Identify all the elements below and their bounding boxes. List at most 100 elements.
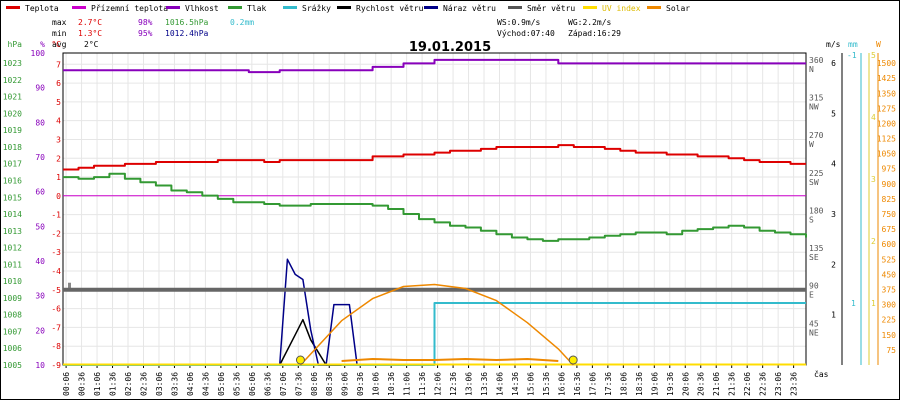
legend-label-prizemni: Přízemní teplota bbox=[91, 4, 168, 13]
axis-tick-time: 15:06 bbox=[526, 372, 535, 396]
axis-tick-time: 02:06 bbox=[124, 372, 133, 396]
axis-tick-temp: -6 bbox=[51, 305, 61, 314]
legend-swatch-teplota bbox=[6, 6, 20, 9]
stats-min-temp: 1.3°C bbox=[78, 29, 102, 38]
stats-max-hum: 98% bbox=[138, 18, 153, 27]
series-n-raz-v-tru bbox=[278, 258, 358, 366]
axis-tick-time: 12:06 bbox=[434, 372, 443, 396]
axis-tick-time: 02:36 bbox=[139, 372, 148, 396]
axis-tick-temp: 0 bbox=[56, 192, 61, 201]
axis-tick-temp: 5 bbox=[56, 98, 61, 107]
axis-tick-w: 75 bbox=[886, 346, 896, 355]
axis-unit-hpa: hPa bbox=[8, 40, 23, 49]
axis-tick-time: 06:36 bbox=[263, 372, 272, 396]
stats-min-hum: 95% bbox=[138, 29, 153, 38]
legend-swatch-tlak bbox=[228, 6, 242, 9]
axis-tick-w: 600 bbox=[882, 240, 897, 249]
axis-tick-dir: 360 bbox=[809, 56, 824, 65]
axis-tick-w: 1425 bbox=[877, 74, 896, 83]
axis-tick-temp: -7 bbox=[51, 323, 61, 332]
axis-tick-time: 17:06 bbox=[588, 372, 597, 396]
axis-tick-time: 20:06 bbox=[681, 372, 690, 396]
axis-tick-time: 03:36 bbox=[170, 372, 179, 396]
series-smer-start bbox=[68, 282, 71, 289]
series-tlak bbox=[63, 172, 807, 242]
axis-tick-dir-compass: E bbox=[809, 291, 814, 300]
axis-tick-time: 11:06 bbox=[403, 372, 412, 396]
legend-swatch-naraz bbox=[424, 6, 438, 9]
legend-label-solar: Solar bbox=[666, 4, 690, 13]
axis-tick-w: 225 bbox=[882, 316, 897, 325]
axis-tick-uv: 2 bbox=[871, 237, 876, 246]
sunrise-info: Východ:07:40 bbox=[497, 29, 555, 38]
legend-label-rychlost: Rychlost větru bbox=[356, 4, 424, 13]
axis-tick-ms: 5 bbox=[831, 109, 836, 118]
axis-tick-dir: 270 bbox=[809, 131, 824, 140]
axis-tick-time: 16:36 bbox=[573, 372, 582, 396]
axis-tick-hpa: 1006 bbox=[3, 344, 22, 353]
axis-tick-dir: 315 bbox=[809, 94, 824, 103]
stats-max-temp: 2.7°C bbox=[78, 18, 102, 27]
axis-tick-time: 05:06 bbox=[217, 372, 226, 396]
axis-tick-temp: -2 bbox=[51, 229, 61, 238]
axis-tick-time: 05:36 bbox=[232, 372, 241, 396]
axis-tick-pct: 80 bbox=[35, 118, 45, 127]
axis-tick-dir: 135 bbox=[809, 244, 824, 253]
legend: Teplota Přízemní teplota Vlhkost Tlak Srážky… bbox=[6, 4, 690, 13]
axis-tick-mm: 1 bbox=[851, 299, 856, 308]
axis-tick-time: 09:36 bbox=[356, 372, 365, 396]
axis-tick-w: 900 bbox=[882, 180, 897, 189]
axis-tick-w: 450 bbox=[882, 270, 897, 279]
axis-tick-pct: 30 bbox=[35, 292, 45, 301]
axis-tick-hpa: 1012 bbox=[3, 244, 22, 253]
axis-tick-temp: 7 bbox=[56, 60, 61, 69]
axis-unit-pct: % bbox=[40, 40, 45, 49]
axis-tick-temp: 2 bbox=[56, 154, 61, 163]
axis-tick-hpa: 1020 bbox=[3, 109, 22, 118]
axis-unit-mm: mm bbox=[848, 40, 858, 49]
axis-tick-temp: -4 bbox=[51, 267, 61, 276]
axis-tick-temp: 3 bbox=[56, 135, 61, 144]
axis-tick-hpa: 1007 bbox=[3, 327, 22, 336]
axis-tick-uv: 1 bbox=[871, 299, 876, 308]
stats-max-rain: 0.2mm bbox=[230, 18, 254, 27]
legend-swatch-solar bbox=[647, 6, 661, 9]
axis-tick-w: 750 bbox=[882, 210, 897, 219]
axis-tick-time: 16:06 bbox=[557, 372, 566, 396]
axis-tick-ms: 3 bbox=[831, 210, 836, 219]
axis-tick-dir-compass: W bbox=[809, 140, 814, 149]
axis-tick-pct: 90 bbox=[35, 84, 45, 93]
axis-tick-time: 06:06 bbox=[248, 372, 257, 396]
axis-tick-pct: 100 bbox=[31, 49, 46, 58]
sunset-marker bbox=[568, 355, 578, 365]
axis-tick-temp: 1 bbox=[56, 173, 61, 182]
axis-unit-w: W bbox=[876, 40, 881, 49]
axis-tick-time: 08:36 bbox=[325, 372, 334, 396]
sunset-info: Západ:16:29 bbox=[568, 29, 621, 38]
axis-tick-time: 04:06 bbox=[186, 372, 195, 396]
axis-tick-dir-compass: N bbox=[809, 65, 814, 74]
axis-tick-time: 07:06 bbox=[279, 372, 288, 396]
axis-tick-time: 21:36 bbox=[728, 372, 737, 396]
axis-tick-w: 1500 bbox=[877, 59, 896, 68]
legend-swatch-rychlost bbox=[337, 6, 351, 9]
axis-tick-hpa: 1011 bbox=[3, 260, 22, 269]
axis-tick-pct: 50 bbox=[35, 222, 45, 231]
stats-min-press: 1012.4hPa bbox=[165, 29, 209, 38]
axis-tick-ms: 6 bbox=[831, 59, 836, 68]
axis-tick-time: 14:06 bbox=[496, 372, 505, 396]
axis-tick-hpa: 1017 bbox=[3, 160, 22, 169]
axis-tick-pct: 70 bbox=[35, 153, 45, 162]
wind-speed-info: WS:0.9m/s bbox=[497, 18, 541, 27]
axis-tick-temp: -5 bbox=[51, 286, 61, 295]
axis-tick-time: 23:36 bbox=[790, 372, 799, 396]
axis-tick-time: 00:06 bbox=[62, 372, 71, 396]
axis-tick-temp: -3 bbox=[51, 248, 61, 257]
stats-max-press: 1016.5hPa bbox=[165, 18, 209, 27]
axis-tick-temp: 4 bbox=[56, 117, 61, 126]
stats-avg-temp: 2°C bbox=[84, 40, 99, 49]
series-layer bbox=[63, 58, 807, 366]
axis-tick-ms: 1 bbox=[831, 311, 836, 320]
axis-tick-time: 15:36 bbox=[542, 372, 551, 396]
